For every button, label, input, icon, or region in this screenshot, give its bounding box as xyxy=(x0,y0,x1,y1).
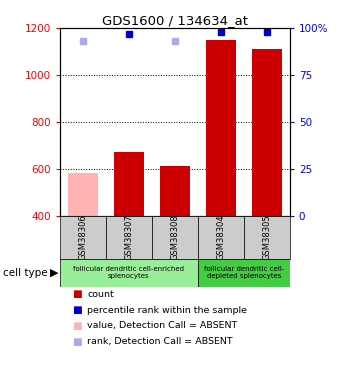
FancyBboxPatch shape xyxy=(198,216,244,259)
Text: GSM38307: GSM38307 xyxy=(125,214,133,260)
Text: ■: ■ xyxy=(72,321,82,331)
FancyBboxPatch shape xyxy=(60,259,198,287)
Text: follicular dendritic cell-enriched
splenocytes: follicular dendritic cell-enriched splen… xyxy=(73,266,185,279)
Bar xyxy=(160,166,190,216)
FancyBboxPatch shape xyxy=(244,216,290,259)
Text: GSM38304: GSM38304 xyxy=(216,214,225,260)
Text: ■: ■ xyxy=(72,290,82,299)
Bar xyxy=(252,49,282,216)
Title: GDS1600 / 134634_at: GDS1600 / 134634_at xyxy=(102,14,248,27)
Bar xyxy=(68,173,98,216)
FancyBboxPatch shape xyxy=(60,216,106,259)
Text: value, Detection Call = ABSENT: value, Detection Call = ABSENT xyxy=(87,321,238,330)
Text: rank, Detection Call = ABSENT: rank, Detection Call = ABSENT xyxy=(87,337,233,346)
Text: follicular dendritic cell-
depleted splenocytes: follicular dendritic cell- depleted sple… xyxy=(204,266,284,279)
Bar xyxy=(114,152,144,216)
Text: GSM38306: GSM38306 xyxy=(79,214,87,260)
Text: ■: ■ xyxy=(72,337,82,346)
Text: count: count xyxy=(87,290,114,299)
Text: cell type: cell type xyxy=(3,268,48,278)
FancyBboxPatch shape xyxy=(198,259,290,287)
Text: ■: ■ xyxy=(72,305,82,315)
Text: GSM38305: GSM38305 xyxy=(262,214,271,260)
Text: GSM38308: GSM38308 xyxy=(170,214,179,260)
Bar xyxy=(206,40,236,216)
FancyBboxPatch shape xyxy=(106,216,152,259)
Text: ▶: ▶ xyxy=(50,268,58,278)
FancyBboxPatch shape xyxy=(152,216,198,259)
Text: percentile rank within the sample: percentile rank within the sample xyxy=(87,306,247,315)
